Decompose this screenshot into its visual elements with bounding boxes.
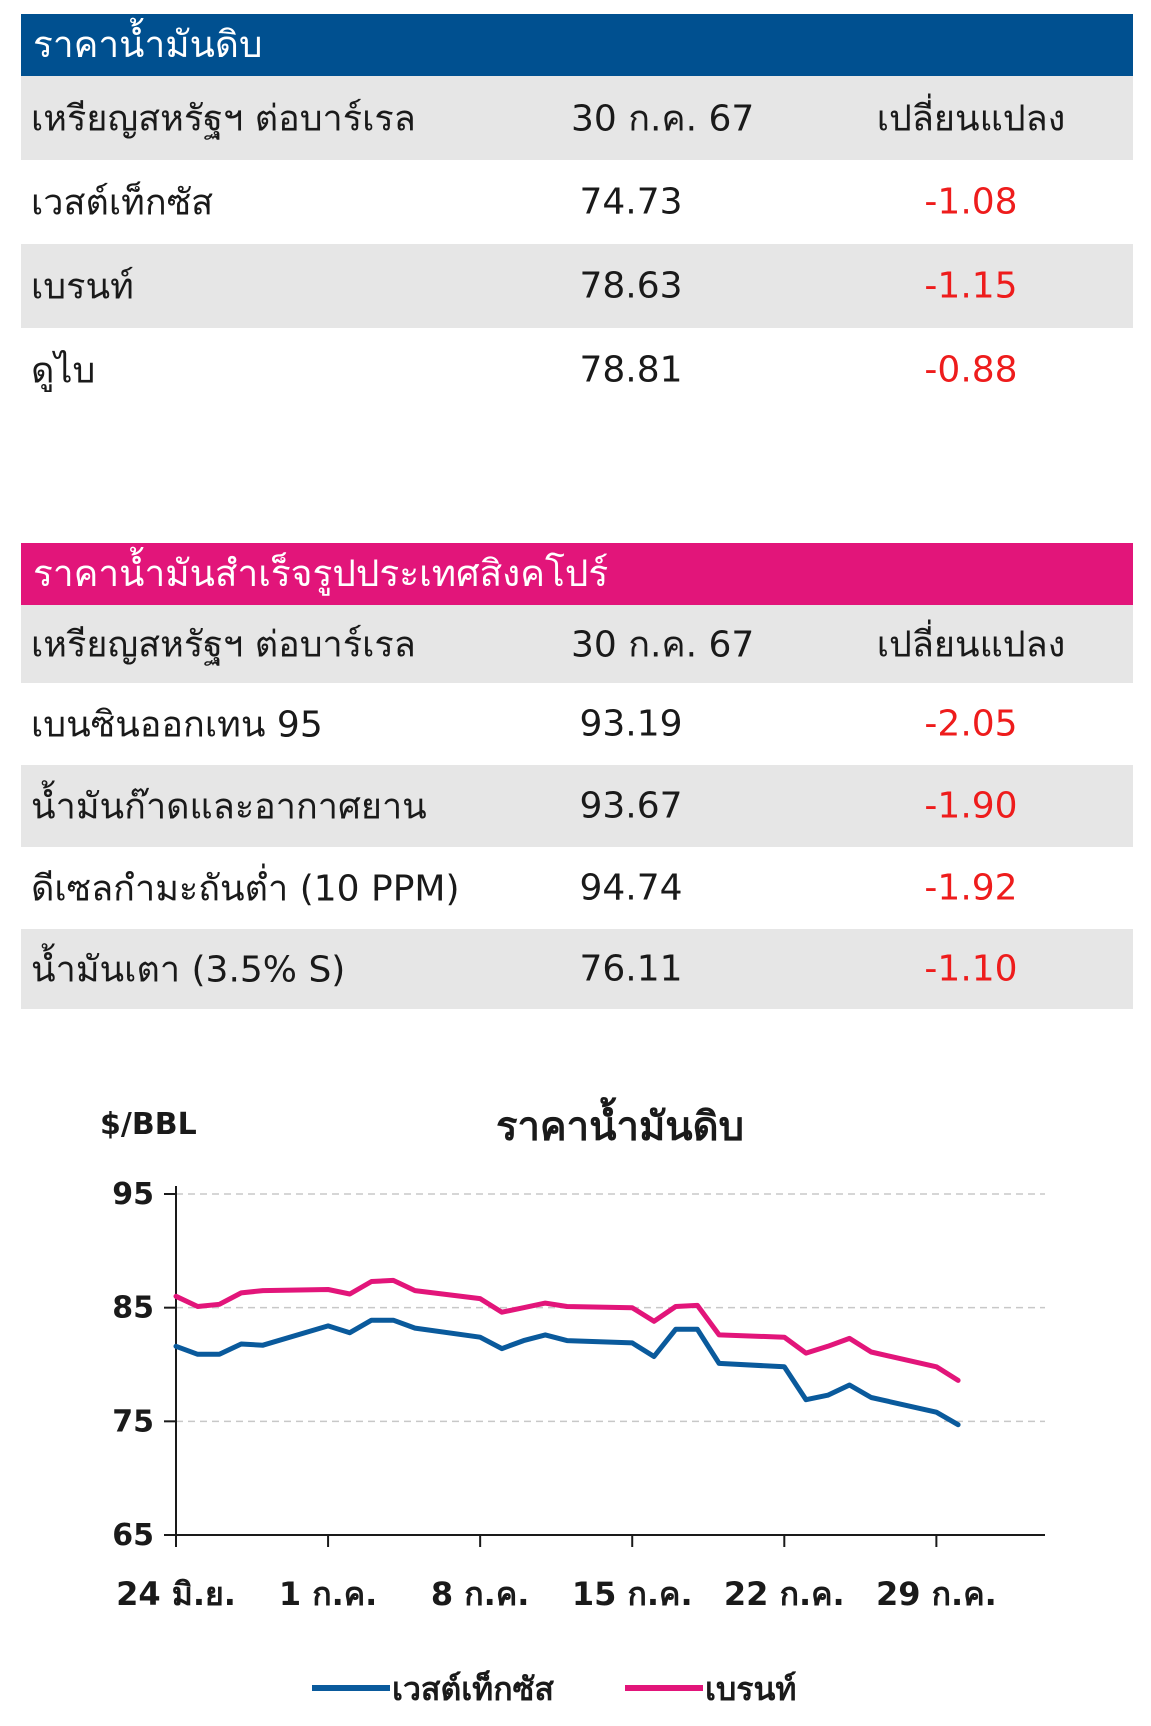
table-header-row: เหรียญสหรัฐฯ ต่อบาร์เรล 30 ก.ค. 67 เปลี่… <box>21 605 1133 683</box>
price-value: 76.11 <box>579 948 683 990</box>
y-tick-label: 85 <box>112 1291 154 1326</box>
legend-label: เวสต์เท็กซัส <box>392 1669 554 1708</box>
refined-products-table: ราคาน้ำมันสำเร็จรูปประเทศสิงคโปร์ เหรียญ… <box>21 543 1133 1009</box>
product-name: เบนซินออกเทน 95 <box>31 704 323 746</box>
date-header: 30 ก.ค. 67 <box>571 98 755 140</box>
legend-label: เบรนท์ <box>705 1670 796 1708</box>
change-value: -1.08 <box>924 181 1018 223</box>
x-tick-label: 24 มิ.ย. <box>116 1575 236 1613</box>
price-value: 93.19 <box>579 703 683 745</box>
series-lines <box>173 1277 961 1428</box>
series-line <box>173 1317 961 1428</box>
price-value: 74.73 <box>579 181 683 223</box>
table-row: น้ำมันเตา (3.5% S) 76.11 -1.10 <box>21 929 1133 1009</box>
table-row: เบนซินออกเทน 95 93.19 -2.05 <box>21 683 1133 765</box>
crude-oil-price-chart: $/BBL ราคาน้ำมันดิบ 95 85 75 65 24 มิ.ย. 1 ก.… <box>100 1097 1045 1708</box>
axes: 95 85 75 65 24 มิ.ย. 1 ก.ค. 8 ก.ค. 15 ก.ค. 22 ก.… <box>112 1177 1045 1613</box>
change-value: -2.05 <box>924 703 1018 745</box>
change-value: -1.90 <box>924 785 1018 827</box>
product-name: เวสต์เท็กซัส <box>31 182 214 224</box>
price-value: 94.74 <box>579 867 683 909</box>
change-value: -1.92 <box>924 867 1018 909</box>
table-row: ดีเซลกำมะถันต่ำ (10 PPM) 94.74 -1.92 <box>21 847 1133 929</box>
product-name: น้ำมันก๊าดและอากาศยาน <box>31 786 427 828</box>
change-header: เปลี่ยนแปลง <box>876 624 1066 666</box>
table-row: น้ำมันก๊าดและอากาศยาน 93.67 -1.90 <box>21 765 1133 847</box>
change-value: -1.15 <box>924 265 1018 307</box>
chart-title: ราคาน้ำมันดิบ <box>496 1097 744 1150</box>
price-value: 93.67 <box>579 785 683 827</box>
table-row: ดูไบ 78.81 -0.88 <box>21 328 1133 412</box>
price-value: 78.63 <box>579 265 683 307</box>
series-line <box>173 1277 961 1383</box>
unit-header: เหรียญสหรัฐฯ ต่อบาร์เรล <box>31 98 416 140</box>
x-tick-label: 8 ก.ค. <box>431 1575 530 1613</box>
table-row: เบรนท์ 78.63 -1.15 <box>21 244 1133 328</box>
x-tick-label: 15 ก.ค. <box>572 1575 693 1613</box>
refined-products-title: ราคาน้ำมันสำเร็จรูปประเทศสิงคโปร์ <box>21 543 1133 605</box>
price-value: 78.81 <box>579 349 683 391</box>
legend: เวสต์เท็กซัส เบรนท์ <box>312 1669 796 1708</box>
table-row: เวสต์เท็กซัส 74.73 -1.08 <box>21 160 1133 244</box>
product-name: น้ำมันเตา (3.5% S) <box>31 949 346 991</box>
x-tick-label: 22 ก.ค. <box>724 1575 845 1613</box>
product-name: เบรนท์ <box>31 266 134 308</box>
unit-header: เหรียญสหรัฐฯ ต่อบาร์เรล <box>31 624 416 666</box>
y-tick-label: 65 <box>112 1518 154 1553</box>
y-tick-label: 95 <box>112 1177 154 1212</box>
product-name: ดีเซลกำมะถันต่ำ (10 PPM) <box>31 868 460 910</box>
date-header: 30 ก.ค. 67 <box>571 624 755 666</box>
change-value: -1.10 <box>924 948 1018 990</box>
y-tick-label: 75 <box>112 1404 154 1439</box>
y-axis-unit-label: $/BBL <box>100 1107 197 1142</box>
x-tick-label: 29 ก.ค. <box>876 1575 997 1613</box>
table-header-row: เหรียญสหรัฐฯ ต่อบาร์เรล 30 ก.ค. 67 เปลี่… <box>21 76 1133 160</box>
product-name: ดูไบ <box>31 350 96 392</box>
change-value: -0.88 <box>924 349 1018 391</box>
crude-oil-title: ราคาน้ำมันดิบ <box>21 14 1133 76</box>
crude-oil-table: ราคาน้ำมันดิบ เหรียญสหรัฐฯ ต่อบาร์เรล 30… <box>21 14 1133 412</box>
x-tick-label: 1 ก.ค. <box>279 1575 378 1613</box>
change-header: เปลี่ยนแปลง <box>876 98 1066 140</box>
